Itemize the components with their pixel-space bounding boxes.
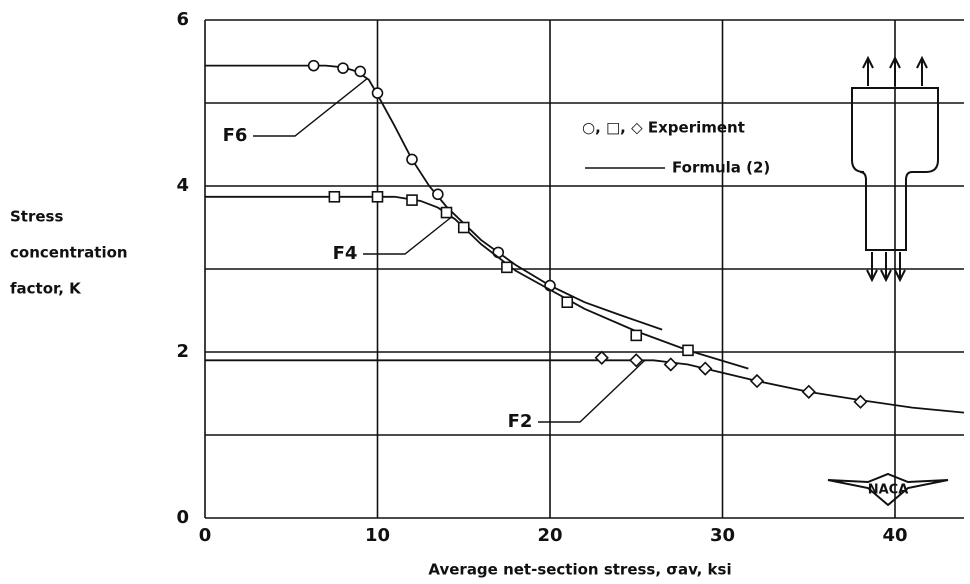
- curve-label: F6: [223, 125, 248, 146]
- curve-label: F2: [508, 411, 533, 432]
- legend-label: Formula (2): [672, 159, 770, 177]
- curve-label: F4: [333, 243, 358, 264]
- y-tick-label: 0: [176, 507, 189, 528]
- data-point: [371, 87, 384, 99]
- x-tick-label: 0: [199, 525, 212, 546]
- data-point: [749, 373, 765, 389]
- data-point: [698, 361, 713, 376]
- x-tick-label: 40: [882, 525, 907, 546]
- formula-curve: [205, 359, 965, 414]
- leader-line: [538, 359, 646, 423]
- formula-curve: [205, 195, 749, 370]
- data-point: [406, 194, 418, 206]
- data-point: [406, 153, 418, 166]
- y-tick-label: 4: [176, 175, 189, 196]
- data-point: [561, 296, 574, 309]
- data-point: [440, 206, 453, 219]
- y-axis-label: concentration: [10, 244, 128, 262]
- data-point: [432, 188, 444, 201]
- data-point: [630, 329, 643, 342]
- naca-logo: NACA: [827, 472, 949, 507]
- y-axis-label: Stress: [10, 208, 63, 226]
- data-point: [501, 261, 513, 274]
- data-point: [354, 65, 367, 78]
- data-point: [371, 190, 384, 203]
- y-axis-label: factor, K: [10, 280, 82, 298]
- y-tick-label: 6: [176, 9, 189, 30]
- data-point: [328, 190, 341, 203]
- leader-line: [253, 78, 368, 137]
- logo-text: NACA: [868, 483, 909, 498]
- x-tick-label: 20: [537, 525, 562, 546]
- formula-curve: [205, 64, 663, 331]
- legend-label: ○, □, ◇ Experiment: [582, 119, 745, 137]
- data-point: [492, 246, 505, 259]
- data-point: [307, 59, 320, 72]
- data-point: [682, 344, 694, 357]
- y-tick-label: 2: [176, 341, 189, 362]
- leader-line: [363, 216, 453, 255]
- data-point: [663, 357, 678, 372]
- data-point: [457, 221, 470, 234]
- x-axis-label: Average net-section stress, σav, ksi: [428, 561, 731, 579]
- data-point: [594, 350, 609, 365]
- x-tick-label: 30: [710, 525, 735, 546]
- data-point: [629, 353, 644, 368]
- data-point: [801, 384, 816, 399]
- data-point: [853, 394, 868, 409]
- data-point: [337, 62, 349, 74]
- x-tick-label: 10: [365, 525, 390, 546]
